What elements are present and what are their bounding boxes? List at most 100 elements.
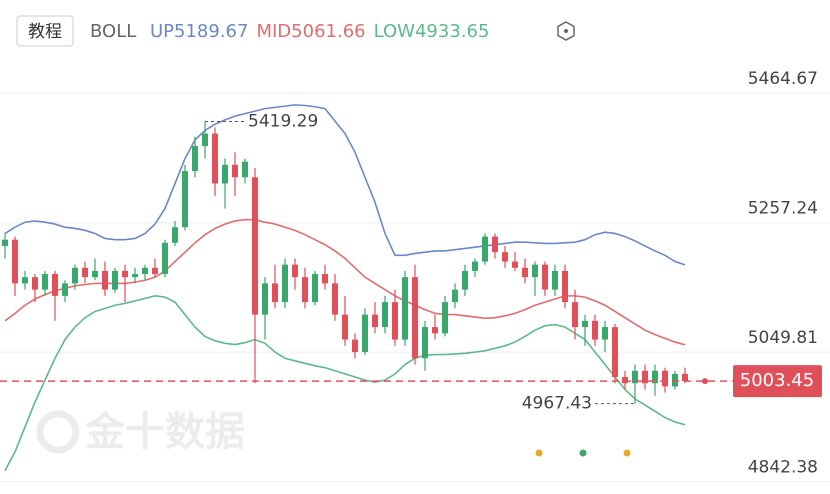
candle-body: [112, 270, 118, 290]
candle-body: [412, 277, 418, 359]
candle-body: [462, 270, 468, 290]
watermark: 金十数据: [84, 409, 245, 455]
event-dot[interactable]: [579, 449, 587, 457]
candle-body: [132, 274, 138, 278]
legend: UP5189.67 MID5061.66 LOW4933.65: [150, 21, 489, 42]
candle-body: [122, 270, 128, 278]
candle-body: [512, 261, 518, 268]
candle-body: [532, 264, 538, 278]
candle-body: [282, 264, 288, 303]
last-price-tag: [733, 365, 822, 398]
candle-body: [2, 239, 8, 246]
candle-body: [502, 252, 508, 262]
candle-body: [682, 373, 688, 382]
candle-body: [172, 227, 178, 243]
candle-body: [342, 314, 348, 340]
candle-body: [632, 370, 638, 384]
indicator-name: BOLL: [90, 21, 136, 42]
candle-body: [472, 261, 478, 271]
candle-body: [362, 314, 368, 353]
candle-body: [382, 302, 388, 328]
candle-body: [662, 370, 668, 387]
tutorial-button[interactable]: [16, 15, 74, 47]
candle-body: [562, 270, 568, 303]
candle-body: [622, 377, 628, 384]
candle-body: [322, 274, 328, 284]
last-price-label: 5003.45: [740, 370, 814, 391]
candle-body: [332, 283, 338, 315]
event-dot[interactable]: [623, 449, 631, 457]
min-label: 4967.43: [522, 394, 592, 414]
legend-value: 5189.67: [174, 21, 248, 42]
candle-body: [242, 161, 248, 178]
candle-body: [222, 164, 228, 184]
candle-body: [402, 277, 408, 340]
candle-body: [422, 327, 428, 359]
candle-body: [392, 302, 398, 340]
candle-body: [82, 267, 88, 278]
candle-body: [452, 289, 458, 303]
candle-body: [522, 267, 528, 278]
legend-name: MID: [256, 21, 291, 42]
y-tick-label: 4842.38: [748, 458, 818, 478]
candle-body: [372, 314, 378, 328]
candle-body: [482, 236, 488, 262]
candle-body: [142, 267, 148, 275]
candle-body: [672, 373, 678, 387]
legend-value: 4933.65: [415, 21, 489, 42]
band-line: [4, 218, 686, 346]
candle-body: [292, 264, 298, 278]
candle-body: [262, 283, 268, 315]
legend-entry: MID5061.66: [256, 21, 365, 42]
candle-body: [442, 302, 448, 334]
candle-body: [12, 239, 18, 284]
candle-body: [542, 264, 548, 290]
band-line: [4, 295, 686, 472]
candle-body: [312, 274, 318, 303]
candle-body: [492, 236, 498, 253]
candle-body: [202, 133, 208, 147]
candle-body: [152, 267, 158, 275]
settings-icon[interactable]: [557, 21, 575, 41]
candle-body: [72, 267, 78, 284]
candle-body: [182, 171, 188, 228]
candle-body: [582, 320, 588, 328]
legend-name: LOW: [374, 21, 416, 42]
legend-value: 5061.66: [291, 21, 365, 42]
settings-icon-dot: [564, 29, 568, 33]
candle-body: [302, 277, 308, 303]
candle-body: [32, 277, 38, 290]
last-price-dot: [702, 378, 708, 385]
candle-body: [92, 270, 98, 278]
watermark-logo: [36, 410, 80, 454]
candle-body: [52, 274, 58, 296]
candle-body: [432, 327, 438, 334]
max-label: 5419.29: [248, 112, 318, 132]
event-dot[interactable]: [535, 449, 543, 457]
candle-body: [652, 370, 658, 384]
tutorial-button-label[interactable]: 教程: [28, 22, 62, 42]
candle-body: [162, 242, 168, 275]
candle-body: [642, 370, 648, 384]
candle-body: [572, 302, 578, 328]
candle-body: [552, 270, 558, 290]
candle-body: [272, 283, 278, 303]
band-line: [4, 104, 686, 266]
candle-body: [102, 270, 108, 290]
candle-body: [592, 320, 598, 340]
y-tick-label: 5049.81: [748, 328, 818, 348]
legend-entry: UP5189.67: [150, 21, 248, 42]
y-tick-label: 5464.67: [748, 69, 818, 89]
candle-body: [22, 277, 28, 284]
candle-body: [212, 133, 218, 184]
candle-body: [62, 283, 68, 296]
legend-entry: LOW4933.65: [374, 21, 490, 42]
candle-body: [252, 177, 258, 315]
candle-body: [602, 327, 608, 340]
candle-body: [352, 339, 358, 353]
candle-body: [232, 164, 238, 178]
y-tick-label: 5257.24: [748, 199, 818, 219]
candle-body: [612, 327, 618, 378]
candle-body: [42, 274, 48, 290]
